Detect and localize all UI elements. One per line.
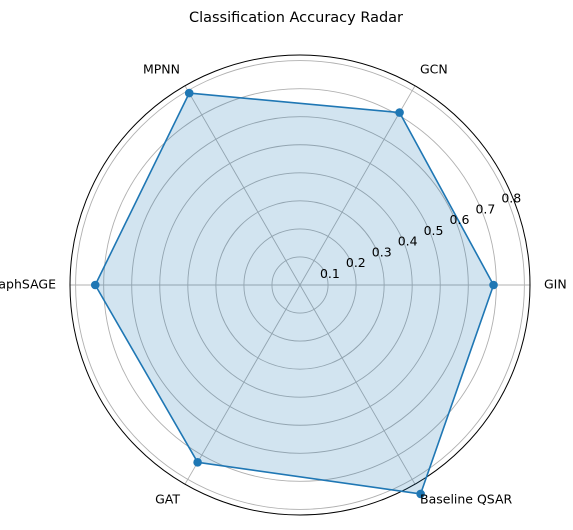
r-tick-label-5: 0.5 xyxy=(424,223,444,238)
data-point-baseline-qsar xyxy=(416,489,425,499)
r-tick-label-4: 0.4 xyxy=(398,234,418,249)
data-point-gin xyxy=(489,280,498,290)
r-tick-label-8: 0.8 xyxy=(501,191,521,206)
radar-data xyxy=(90,88,498,499)
grid-spoke-2 xyxy=(299,85,416,286)
category-label-graphsage: GraphSAGE xyxy=(0,277,56,292)
data-point-gcn xyxy=(395,108,404,117)
r-tick-label-7: 0.7 xyxy=(475,201,495,216)
grid-spoke-6 xyxy=(299,284,416,485)
category-label-gin: GIN xyxy=(544,277,567,292)
data-point-gat xyxy=(193,458,202,467)
r-tick-label-6: 0.6 xyxy=(450,212,470,227)
r-tick-label-3: 0.3 xyxy=(372,244,392,259)
polar-frame xyxy=(69,54,531,516)
r-tick-label-2: 0.2 xyxy=(346,255,366,270)
chart-title: Classification Accuracy Radar xyxy=(189,10,403,26)
category-label-baseline-qsar: Baseline QSAR xyxy=(420,491,513,506)
grid-spoke-5 xyxy=(184,284,301,485)
data-point-graphsage xyxy=(90,280,100,290)
category-label-gat: GAT xyxy=(155,491,180,506)
radar-grid xyxy=(69,54,531,516)
radar-labels: 0.1 0.2 0.3 0.4 0.5 0.6 0.7 0.8 GIN GCN MPNN GraphS… xyxy=(0,62,567,507)
grid-spoke-3 xyxy=(184,85,301,286)
category-label-gcn: GCN xyxy=(420,62,448,77)
r-tick-label-1: 0.1 xyxy=(320,266,340,281)
data-point-mpnn xyxy=(184,88,194,98)
category-label-mpnn: MPNN xyxy=(143,62,180,77)
